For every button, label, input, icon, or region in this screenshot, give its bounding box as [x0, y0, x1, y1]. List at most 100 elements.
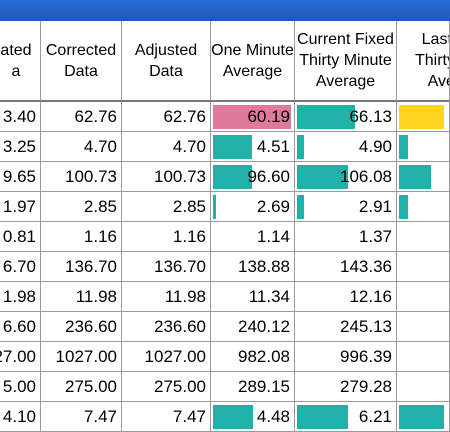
cell-one-minute-average[interactable]: 1.14	[211, 222, 295, 252]
cell-one-minute-average[interactable]: 982.08	[211, 342, 295, 372]
cell-raw-data[interactable]: 27.00	[0, 342, 41, 372]
cell-current-thirty-min-average[interactable]: 66.13	[295, 102, 397, 132]
cell-adjusted-data[interactable]: 1027.00	[122, 342, 211, 372]
cell-current-thirty-min-average[interactable]: 1.37	[295, 222, 397, 252]
cell-value: 62.76	[74, 107, 117, 126]
cell-value: 1027.00	[55, 347, 117, 366]
table-row[interactable]: 27.00 1027.00 1027.00 982.08 996.39	[0, 342, 450, 372]
header-one-minute-average[interactable]: One Minute Average	[211, 21, 295, 102]
data-bar	[399, 195, 408, 219]
cell-adjusted-data[interactable]: 275.00	[122, 372, 211, 402]
cell-raw-data[interactable]: 6.60	[0, 312, 41, 342]
cell-value: 12.16	[349, 287, 392, 306]
table-row[interactable]: 0.81 1.16 1.16 1.14 1.37	[0, 222, 450, 252]
header-last-fixed-thirty-minute-average[interactable]: Last F Thirty M Aver	[397, 21, 450, 102]
cell-last-thirty-min-average[interactable]	[397, 282, 450, 312]
cell-last-thirty-min-average[interactable]	[397, 372, 450, 402]
cell-adjusted-data[interactable]: 1.16	[122, 222, 211, 252]
cell-adjusted-data[interactable]: 4.70	[122, 132, 211, 162]
cell-current-thirty-min-average[interactable]: 245.13	[295, 312, 397, 342]
cell-last-thirty-min-average[interactable]	[397, 102, 450, 132]
cell-raw-data[interactable]: 1.97	[0, 192, 41, 222]
cell-value: 0.81	[2, 227, 36, 246]
cell-current-thirty-min-average[interactable]: 106.08	[295, 162, 397, 192]
cell-corrected-data[interactable]: 1027.00	[41, 342, 122, 372]
cell-current-thirty-min-average[interactable]: 143.36	[295, 252, 397, 282]
cell-corrected-data[interactable]: 2.85	[41, 192, 122, 222]
header-adjusted-data[interactable]: Adjusted Data	[122, 21, 211, 102]
cell-one-minute-average[interactable]: 96.60	[211, 162, 295, 192]
cell-current-thirty-min-average[interactable]: 996.39	[295, 342, 397, 372]
cell-current-thirty-min-average[interactable]: 4.90	[295, 132, 397, 162]
cell-adjusted-data[interactable]: 7.47	[122, 402, 211, 432]
cell-value: 11.98	[75, 287, 117, 306]
cell-one-minute-average[interactable]: 138.88	[211, 252, 295, 282]
cell-one-minute-average[interactable]: 240.12	[211, 312, 295, 342]
table-row[interactable]: 3.40 62.76 62.76 60.19 66.13	[0, 102, 450, 132]
header-current-fixed-thirty-minute-average[interactable]: Current Fixed Thirty Minute Average	[295, 21, 397, 102]
cell-raw-data[interactable]: 6.70	[0, 252, 41, 282]
cell-corrected-data[interactable]: 275.00	[41, 372, 122, 402]
cell-corrected-data[interactable]: 62.76	[41, 102, 122, 132]
cell-value: 236.60	[65, 317, 117, 336]
cell-current-thirty-min-average[interactable]: 2.91	[295, 192, 397, 222]
cell-raw-data[interactable]: 5.00	[0, 372, 41, 402]
cell-value: 275.00	[65, 377, 117, 396]
cell-last-thirty-min-average[interactable]	[397, 402, 450, 432]
cell-adjusted-data[interactable]: 62.76	[122, 102, 211, 132]
header-raw-data[interactable]: ated a	[0, 21, 41, 102]
cell-raw-data[interactable]: 3.40	[0, 102, 41, 132]
cell-corrected-data[interactable]: 100.73	[41, 162, 122, 192]
cell-value: 240.12	[238, 317, 290, 336]
cell-one-minute-average[interactable]: 4.48	[211, 402, 295, 432]
cell-corrected-data[interactable]: 4.70	[41, 132, 122, 162]
cell-last-thirty-min-average[interactable]	[397, 312, 450, 342]
cell-one-minute-average[interactable]: 11.34	[211, 282, 295, 312]
table-row[interactable]: 1.97 2.85 2.85 2.69 2.91	[0, 192, 450, 222]
table-row[interactable]: 1.98 11.98 11.98 11.34 12.16	[0, 282, 450, 312]
cell-adjusted-data[interactable]: 11.98	[122, 282, 211, 312]
table-row[interactable]: 4.10 7.47 7.47 4.48 6.21	[0, 402, 450, 432]
cell-raw-data[interactable]: 1.98	[0, 282, 41, 312]
data-bar	[297, 405, 348, 429]
table-row[interactable]: 5.00 275.00 275.00 289.15 279.28	[0, 372, 450, 402]
cell-one-minute-average[interactable]: 2.69	[211, 192, 295, 222]
cell-value: 138.88	[238, 257, 290, 276]
cell-current-thirty-min-average[interactable]: 279.28	[295, 372, 397, 402]
cell-one-minute-average[interactable]: 289.15	[211, 372, 295, 402]
cell-one-minute-average[interactable]: 60.19	[211, 102, 295, 132]
cell-raw-data[interactable]: 9.65	[0, 162, 41, 192]
cell-adjusted-data[interactable]: 236.60	[122, 312, 211, 342]
table-row[interactable]: 6.70 136.70 136.70 138.88 143.36	[0, 252, 450, 282]
cell-last-thirty-min-average[interactable]	[397, 192, 450, 222]
cell-last-thirty-min-average[interactable]	[397, 222, 450, 252]
cell-corrected-data[interactable]: 1.16	[41, 222, 122, 252]
table-row[interactable]: 9.65 100.73 100.73 96.60 106.08	[0, 162, 450, 192]
cell-adjusted-data[interactable]: 100.73	[122, 162, 211, 192]
header-corrected-data[interactable]: Corrected Data	[41, 21, 122, 102]
cell-last-thirty-min-average[interactable]	[397, 162, 450, 192]
cell-value: 245.13	[340, 317, 392, 336]
table-row[interactable]: 3.25 4.70 4.70 4.51 4.90	[0, 132, 450, 162]
cell-corrected-data[interactable]: 136.70	[41, 252, 122, 282]
cell-raw-data[interactable]: 0.81	[0, 222, 41, 252]
cell-value: 3.25	[2, 137, 36, 156]
cell-value: 2.85	[172, 197, 206, 216]
cell-corrected-data[interactable]: 236.60	[41, 312, 122, 342]
cell-adjusted-data[interactable]: 136.70	[122, 252, 211, 282]
cell-corrected-data[interactable]: 7.47	[41, 402, 122, 432]
cell-value: 100.73	[154, 167, 206, 186]
cell-last-thirty-min-average[interactable]	[397, 132, 450, 162]
cell-value: 11.98	[164, 287, 206, 306]
cell-last-thirty-min-average[interactable]	[397, 252, 450, 282]
cell-corrected-data[interactable]: 11.98	[41, 282, 122, 312]
cell-one-minute-average[interactable]: 4.51	[211, 132, 295, 162]
cell-last-thirty-min-average[interactable]	[397, 342, 450, 372]
cell-current-thirty-min-average[interactable]: 6.21	[295, 402, 397, 432]
cell-value: 136.70	[154, 257, 206, 276]
cell-raw-data[interactable]: 3.25	[0, 132, 41, 162]
cell-raw-data[interactable]: 4.10	[0, 402, 41, 432]
cell-current-thirty-min-average[interactable]: 12.16	[295, 282, 397, 312]
table-row[interactable]: 6.60 236.60 236.60 240.12 245.13	[0, 312, 450, 342]
cell-adjusted-data[interactable]: 2.85	[122, 192, 211, 222]
